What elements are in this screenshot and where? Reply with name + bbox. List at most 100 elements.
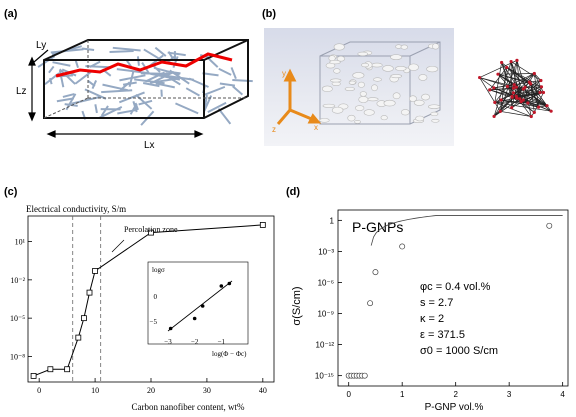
d-data-point — [546, 222, 553, 229]
c-inset-point — [227, 281, 232, 286]
c-data-point — [75, 334, 82, 341]
fiber — [232, 85, 244, 96]
fiber — [58, 68, 76, 85]
network-edge — [489, 87, 526, 91]
platelet — [371, 84, 378, 92]
network-edge — [534, 73, 544, 93]
c-data-point — [64, 366, 71, 373]
network-node — [496, 72, 500, 76]
network-node — [529, 114, 533, 119]
network-edge — [479, 77, 494, 89]
fiber — [218, 67, 232, 76]
network-node — [514, 85, 518, 89]
z-axis-label: z — [272, 125, 276, 134]
fiber — [207, 57, 219, 68]
fiber — [56, 97, 74, 103]
network-edge — [534, 73, 542, 81]
panel-b-label: (b) — [262, 8, 277, 20]
d-data-point — [367, 300, 374, 307]
fiber — [85, 65, 111, 69]
c-data-point — [148, 229, 154, 236]
fiber — [202, 85, 226, 97]
fiber — [62, 93, 75, 98]
platelet — [390, 54, 403, 60]
network-edge — [494, 101, 522, 103]
platelet — [400, 44, 409, 50]
network-node — [509, 59, 513, 64]
c-data-point — [47, 366, 54, 373]
c-inset-ytick-label: −5 — [150, 318, 158, 326]
network-node — [536, 105, 541, 109]
network-node — [539, 85, 544, 89]
network-node — [510, 95, 514, 99]
panel-a-fiber-network: Ly Lz Lx — [16, 39, 253, 151]
network-node — [541, 90, 546, 95]
fiber — [142, 82, 160, 88]
fiber — [134, 102, 139, 111]
platelet — [357, 51, 369, 57]
c-inset-ylabel: logσ — [152, 266, 165, 274]
panel-d-chart: P-GNPs σ(S/cm) P-GNP vol.% 1 10⁻³ 10⁻⁶ 10⁻⁹… — [291, 209, 569, 413]
c-inset-xtick-label: −1 — [218, 338, 226, 346]
d-data-point — [372, 269, 379, 276]
network-edge — [499, 67, 508, 112]
network-node — [511, 86, 516, 90]
fiber — [71, 95, 102, 105]
platelet — [363, 109, 375, 116]
network-node — [492, 114, 496, 118]
platelet — [354, 105, 365, 111]
network-edge — [479, 77, 517, 88]
fiber — [126, 60, 133, 68]
network-node — [511, 91, 515, 95]
platelet — [413, 99, 425, 106]
fiber — [152, 70, 175, 84]
x-axis-arrow — [289, 108, 315, 122]
platelet — [432, 43, 440, 50]
platelet — [359, 91, 367, 97]
platelet — [329, 60, 341, 65]
c-data-point — [81, 315, 87, 322]
c-xtick-label: 30 — [203, 386, 211, 395]
c-xtick-label: 20 — [147, 386, 155, 395]
d-plot-frame — [337, 209, 569, 387]
fiber — [143, 48, 159, 60]
platelet — [392, 92, 401, 100]
network-edge — [494, 102, 532, 117]
c-data-point — [92, 268, 98, 274]
fiber — [64, 103, 78, 107]
platelet — [352, 72, 365, 79]
fiber — [119, 74, 146, 82]
fiber — [188, 77, 209, 88]
platelet — [409, 95, 417, 102]
network-edge — [523, 88, 552, 112]
c-xtick-label: 0 — [37, 386, 41, 395]
d-xtick-label: 1 — [400, 390, 405, 399]
d-xtick-label: 4 — [560, 390, 565, 399]
platelet — [322, 103, 336, 108]
fiber — [136, 56, 140, 66]
box-edge — [203, 39, 249, 61]
network-edge — [501, 62, 514, 93]
d-param-2: s = 2.7 — [420, 297, 453, 309]
network-node — [523, 85, 527, 89]
platelet — [321, 85, 333, 93]
d-legend-title: P-GNPs — [352, 219, 403, 235]
fiber — [217, 107, 232, 125]
platelet — [430, 111, 439, 117]
fiber — [102, 83, 128, 92]
fiber — [219, 82, 236, 87]
platelet — [330, 78, 342, 83]
fiber — [48, 65, 55, 74]
d-xtick-label: 2 — [453, 390, 458, 399]
fiber — [81, 47, 95, 52]
network-edge — [512, 97, 535, 113]
fiber — [91, 80, 98, 90]
network-node — [532, 110, 536, 114]
network-edge — [530, 83, 535, 113]
c-xtick-label: 40 — [259, 386, 267, 395]
d-ytick-label: 10⁻¹⁵ — [315, 372, 334, 381]
platelet — [367, 97, 379, 102]
platelet — [383, 99, 396, 107]
platelet — [408, 63, 419, 71]
fiber — [207, 101, 227, 113]
